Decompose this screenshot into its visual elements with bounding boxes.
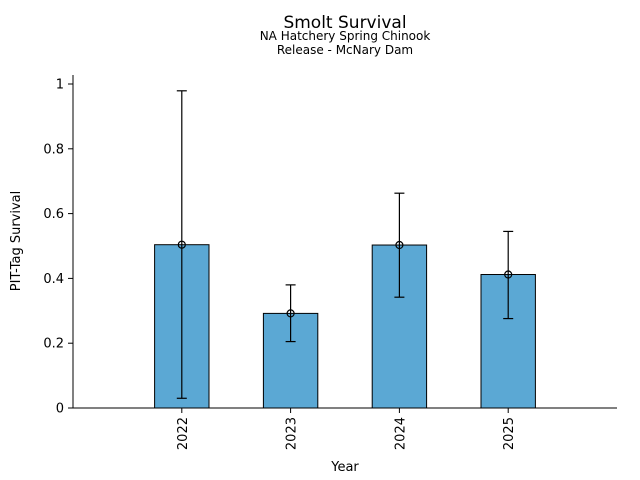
- x-tick-label-2022: 2022: [176, 417, 191, 450]
- chart-subtitle-line-2: Release - McNary Dam: [277, 43, 413, 57]
- point-marker-2025: [504, 270, 513, 279]
- y-tick-label: 0.2: [43, 337, 64, 352]
- y-tick-label: 0.8: [43, 142, 64, 157]
- point-marker-2023: [286, 309, 295, 318]
- x-tick-label-2023: 2023: [285, 417, 300, 450]
- y-tick-label: 0: [56, 402, 64, 417]
- point-marker-2024: [395, 240, 404, 250]
- y-axis-label: PIT-Tag Survival: [9, 191, 24, 291]
- y-tick-label: 0.6: [43, 207, 64, 222]
- plot-area: 0 0.2 0.4 0.6 0.8 1 2022 2023 2024 2025: [43, 75, 617, 450]
- y-tick-label: 1: [56, 78, 64, 93]
- x-tick-label-2025: 2025: [502, 417, 517, 450]
- x-tick-label-2024: 2024: [393, 417, 408, 450]
- chart-title: Smolt Survival: [283, 13, 406, 33]
- chart-subtitle-line-1: NA Hatchery Spring Chinook: [260, 29, 431, 43]
- x-axis-label: Year: [330, 460, 359, 475]
- point-marker-2022: [177, 240, 186, 249]
- y-tick-label: 0.4: [43, 272, 64, 287]
